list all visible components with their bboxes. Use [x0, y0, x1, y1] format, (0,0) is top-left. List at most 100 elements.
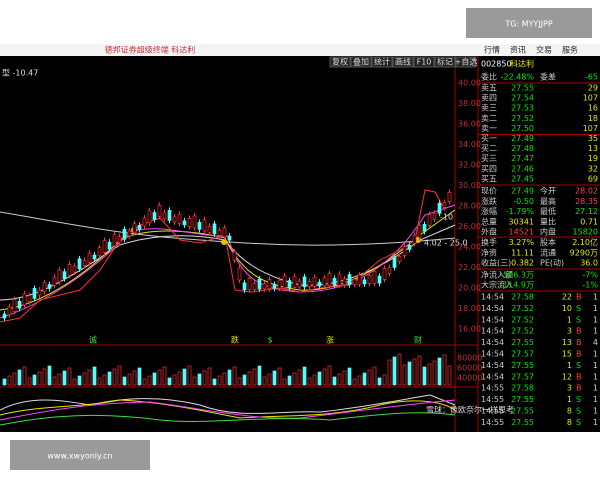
toolbar-button[interactable]: [371, 56, 393, 68]
row-value: 16: [588, 104, 598, 113]
tick-time: 14:54: [481, 338, 504, 347]
candle-body: [142, 217, 147, 227]
tick-price: 27.55: [511, 338, 534, 347]
volume-bar: [257, 365, 262, 386]
tick-time: 14:54: [481, 361, 504, 370]
toolbar-label[interactable]: 画线: [395, 57, 411, 67]
tick-count: 1: [593, 395, 598, 404]
candle-body: [82, 260, 87, 266]
candle-body: [17, 300, 22, 309]
volume-bar: [342, 370, 347, 386]
tick-count: 1: [593, 418, 598, 427]
tick-volume: 1: [567, 395, 572, 404]
row-value: 35: [588, 134, 598, 143]
tick-price: 27.57: [511, 372, 534, 381]
volume-bar: [112, 368, 117, 386]
row-label: 量比: [540, 216, 556, 226]
candle-body: [442, 202, 447, 208]
candle-body: [102, 240, 107, 253]
menu-item[interactable]: 行情: [484, 45, 500, 55]
toolbar-label[interactable]: 统计: [374, 57, 390, 67]
volume-bar: [207, 367, 212, 386]
candle-body: [12, 299, 17, 312]
tick-price: 27.55: [511, 418, 534, 427]
volume-label: 60000: [457, 364, 482, 373]
volume-bar: [147, 375, 152, 386]
row-value: 19: [588, 154, 598, 163]
chart-note: 4.02 - 25.0: [424, 239, 468, 248]
menu-item[interactable]: 交易: [536, 45, 552, 55]
volume-bar: [32, 374, 37, 386]
row-value: 27.49: [511, 187, 534, 196]
volume-bar: [17, 369, 22, 386]
row-value: 27.45: [511, 174, 534, 183]
tick-side: B: [576, 384, 582, 393]
menu-item[interactable]: 服务: [562, 45, 578, 55]
candle-body: [332, 278, 337, 286]
row-value: 69: [588, 174, 598, 183]
candle-body: [447, 192, 452, 202]
volume-bar: [447, 365, 452, 386]
row-value: 0.382: [511, 259, 534, 268]
candle-body: [432, 213, 437, 220]
toolbar-button[interactable]: [434, 56, 456, 68]
tick-side: B: [576, 327, 582, 336]
tick-price: 27.55: [511, 407, 534, 416]
candle-body: [52, 276, 57, 286]
volume-bar: [277, 367, 282, 386]
tick-count: 1: [593, 350, 598, 359]
candle-body: [357, 274, 362, 285]
menu-item[interactable]: 资讯: [510, 45, 526, 55]
row-label: 委比: [481, 72, 497, 82]
volume-bar: [292, 372, 297, 386]
candle-body: [37, 289, 42, 296]
candle-body: [292, 276, 297, 288]
volume-bar: [437, 357, 442, 386]
toolbar-button[interactable]: [392, 56, 414, 68]
volume-bar: [282, 378, 287, 386]
tick-price: 27.55: [511, 361, 534, 370]
toolbar-button[interactable]: [350, 56, 372, 68]
toolbar-button[interactable]: [413, 56, 435, 68]
row-value: -114.9万: [500, 281, 534, 290]
volume-bar: [392, 356, 397, 386]
tick-time: 14:54: [481, 293, 504, 302]
toolbar-label[interactable]: 标记: [437, 57, 453, 67]
volume-label: 40000: [457, 374, 482, 383]
candle-body: [262, 283, 267, 290]
candle-body: [302, 276, 307, 288]
volume-bar: [327, 365, 332, 386]
toolbar-label[interactable]: 叠加: [353, 57, 369, 67]
tick-count: 1: [593, 304, 598, 313]
toolbar-label[interactable]: 复权: [332, 57, 348, 67]
toolbar-label[interactable]: F10: [417, 58, 432, 67]
volume-bar: [187, 365, 192, 386]
price-label: 36.00: [458, 120, 481, 129]
row-value: 9290万: [570, 248, 598, 257]
price-label: 18.00: [458, 304, 481, 313]
volume-bar: [142, 378, 147, 386]
candle-body: [337, 273, 342, 286]
candle-body: [42, 282, 47, 293]
marker: [221, 239, 227, 245]
toolbar-button[interactable]: [455, 56, 477, 68]
candle-body: [167, 210, 172, 221]
volume-bar: [372, 366, 377, 386]
terminal: [0, 56, 600, 432]
toolbar-label[interactable]: +自选: [455, 57, 478, 67]
volume-bars: [2, 353, 452, 386]
row-value: 27.49: [511, 134, 534, 143]
row-value: -65: [585, 73, 598, 82]
volume-bar: [337, 373, 342, 386]
row-value: 36.0: [580, 259, 598, 268]
tick-time: 14:55: [481, 395, 504, 404]
row-label: 净资: [481, 247, 497, 257]
row-value: -1%: [582, 281, 598, 290]
candles: [2, 189, 452, 322]
toolbar-button[interactable]: [329, 56, 351, 68]
tick-count: 1: [593, 327, 598, 336]
row-label: 卖一: [481, 124, 497, 133]
volume-bar: [67, 367, 72, 386]
candle-body: [312, 277, 317, 287]
volume-bar: [157, 369, 162, 386]
